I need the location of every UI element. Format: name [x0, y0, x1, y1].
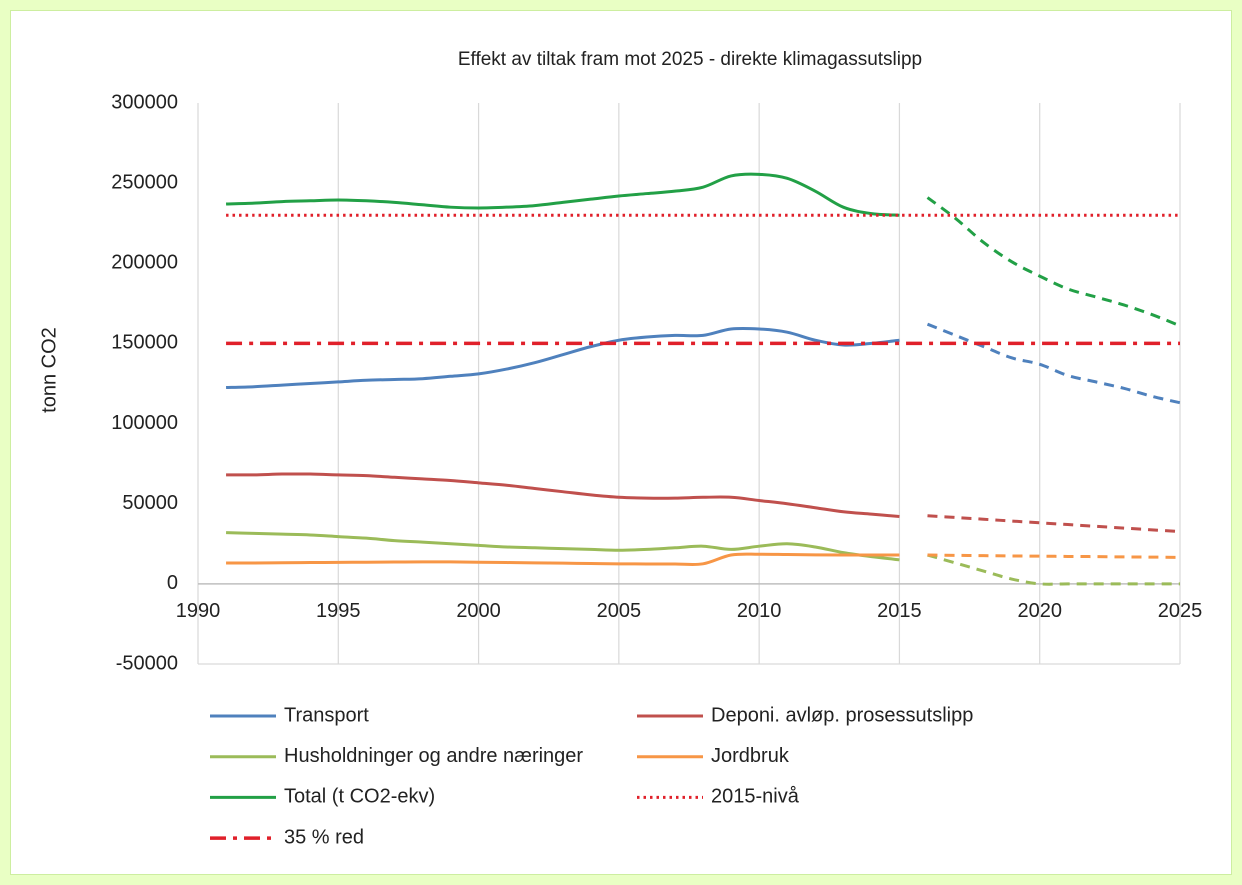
x-tick-label: 1990: [176, 600, 221, 622]
y-tick-label: -50000: [116, 652, 178, 674]
series-line: [226, 326, 900, 390]
legend-label: Jordbruk: [711, 745, 790, 767]
legend-label: Total (t CO2-ekv): [284, 786, 435, 808]
x-tick-label: 2010: [737, 600, 782, 622]
y-tick-label: 250000: [111, 171, 178, 193]
y-axis-label: tonn CO2: [38, 327, 60, 413]
legend-label: 35 % red: [284, 826, 364, 848]
page-frame: [10, 10, 1232, 875]
y-tick-label: 100000: [111, 412, 178, 434]
x-tick-label: 2015: [877, 600, 922, 622]
series-line: [927, 553, 1181, 559]
y-tick-label: 50000: [122, 492, 178, 514]
y-tick-label: 300000: [111, 91, 178, 113]
series-line: [226, 472, 900, 519]
legend-label: Deponi. avløp. prosessutslipp: [711, 704, 973, 726]
series-line: [226, 172, 900, 217]
y-tick-label: 0: [167, 572, 178, 594]
x-tick-label: 2000: [456, 600, 501, 622]
x-tick-label: 2005: [597, 600, 642, 622]
x-tick-label: 2025: [1158, 600, 1203, 622]
legend-label: Transport: [284, 704, 369, 726]
chart-title: Effekt av tiltak fram mot 2025 - direkte…: [458, 49, 922, 70]
y-tick-label: 200000: [111, 252, 178, 274]
series-line: [226, 552, 900, 567]
series-line: [226, 531, 900, 562]
legend-label: 2015-nivå: [711, 786, 800, 808]
series-line: [926, 196, 1181, 328]
series-line: [927, 514, 1181, 534]
x-tick-label: 2020: [1017, 600, 1062, 622]
y-tick-label: 150000: [111, 332, 178, 354]
x-tick-label: 1995: [316, 600, 361, 622]
legend-label: Husholdninger og andre næringer: [284, 745, 583, 767]
series-line: [927, 553, 1180, 586]
series-line: [926, 322, 1181, 405]
